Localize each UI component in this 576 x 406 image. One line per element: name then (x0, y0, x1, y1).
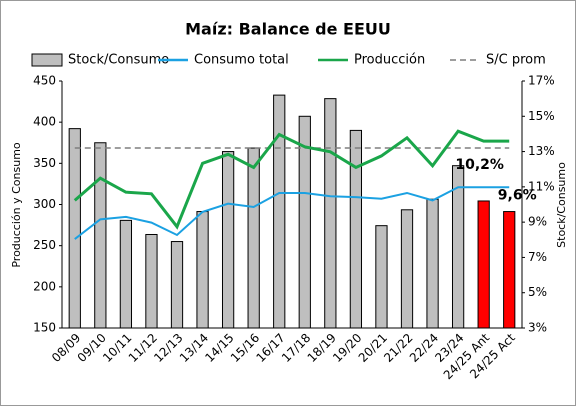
bar (247, 147, 260, 329)
y-tick-label: 450 (33, 74, 56, 88)
y2-tick-label: 7% (528, 250, 547, 264)
chart-title: Maíz: Balance de EEUU (185, 20, 391, 39)
bar (400, 209, 414, 329)
legend-swatch (31, 53, 63, 67)
bar (298, 115, 311, 329)
data-label: 10,2% (455, 157, 504, 173)
y-tick-label: 150 (33, 321, 56, 335)
y2-axis-label: Stock/Consumo (555, 162, 568, 248)
bar (324, 98, 337, 329)
y2-tick-label: 17% (528, 74, 555, 88)
data-label: 9,6% (498, 188, 537, 204)
y-tick-label: 200 (33, 279, 56, 293)
bar (221, 151, 235, 329)
bar (170, 241, 184, 329)
y2-tick-label: 9% (528, 215, 547, 229)
legend-label: Stock/Consumo (68, 53, 169, 68)
legend-label: Producción (354, 53, 425, 68)
bar (375, 225, 388, 329)
y-tick-label: 250 (33, 238, 56, 252)
y-axis-label: Producción y Consumo (10, 142, 23, 268)
y-tick-label: 400 (33, 115, 56, 129)
bar (349, 129, 363, 329)
bar (451, 165, 465, 329)
y2-tick-label: 15% (528, 109, 555, 123)
bar (119, 219, 133, 329)
bar (196, 211, 209, 329)
line (73, 129, 510, 230)
legend-label: Consumo total (194, 53, 289, 68)
bar (68, 128, 81, 329)
bar (477, 200, 490, 329)
bar (426, 198, 439, 329)
y-tick-label: 350 (33, 156, 56, 170)
y-tick-label: 300 (33, 197, 56, 211)
y2-tick-label: 11% (528, 179, 555, 193)
y2-tick-label: 13% (528, 144, 555, 158)
bar (94, 142, 107, 329)
legend-label: S/C prom (486, 53, 546, 68)
y2-tick-label: 3% (528, 321, 547, 335)
bar (273, 94, 286, 329)
bar (503, 211, 516, 329)
bar (145, 233, 158, 329)
y2-tick-label: 5% (528, 285, 547, 299)
line (74, 186, 510, 240)
